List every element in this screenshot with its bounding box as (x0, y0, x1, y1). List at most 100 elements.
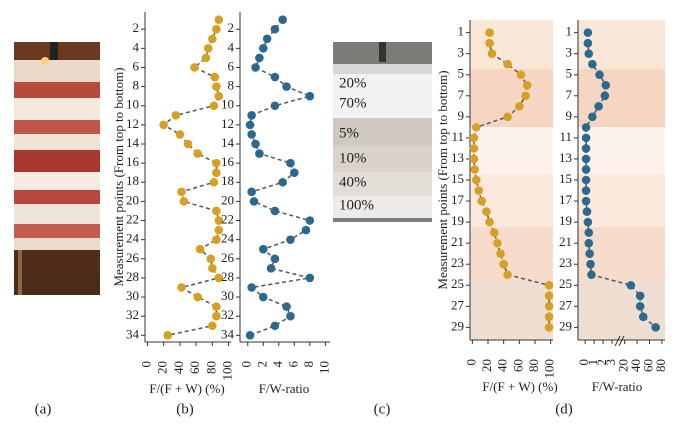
y-tick-label: 16 (126, 154, 140, 169)
data-point (581, 144, 591, 153)
y-tick-label: 25 (559, 276, 572, 291)
data-point (544, 280, 554, 290)
x-tick-label: 0 (463, 359, 478, 366)
data-point (581, 165, 591, 174)
y-tick-label: 32 (221, 307, 234, 322)
y-tick-label: 1 (458, 24, 465, 39)
data-point (290, 168, 299, 177)
y-tick-label: 16 (221, 154, 235, 169)
y-tick-label: 22 (126, 212, 139, 227)
data-point (485, 38, 494, 48)
data-point (544, 323, 554, 332)
y-tick-label: 11 (451, 129, 464, 144)
data-point (183, 139, 193, 149)
data-point (588, 112, 597, 122)
y-tick-label: 5 (566, 66, 573, 81)
y-tick-label: 20 (126, 192, 139, 207)
x-tick-label: 8 (301, 361, 316, 368)
data-point (262, 34, 272, 44)
y-tick-label: 7 (566, 87, 573, 102)
y-tick-label: 6 (228, 58, 235, 73)
data-point (193, 292, 203, 302)
data-point (515, 102, 524, 111)
data-point (171, 111, 181, 120)
y-tick-label: 1 (566, 24, 573, 39)
y-tick-label: 19 (559, 213, 572, 228)
data-point (584, 228, 594, 237)
x-tick-label: 2 (594, 359, 609, 366)
y-tick-label: 29 (559, 318, 572, 333)
x-tick-label: 20 (155, 361, 170, 374)
data-point (474, 186, 483, 195)
data-point (286, 311, 295, 321)
data-point (601, 80, 611, 90)
data-point (206, 254, 216, 264)
y-tick-label: 8 (133, 78, 140, 93)
y-tick-label: 17 (559, 192, 573, 207)
x-axis-label: F/(F + W) (%) (149, 381, 224, 396)
y-tick-label: 13 (451, 150, 464, 165)
data-point (286, 235, 295, 244)
y-tick-label: 20 (221, 192, 234, 207)
data-point (258, 44, 268, 53)
photo-label: 5% (339, 125, 359, 141)
photo-a (14, 42, 100, 295)
data-point (177, 187, 186, 197)
x-tick-label: 0 (138, 361, 153, 368)
data-point (471, 175, 481, 185)
y-tick-label: 25 (451, 276, 464, 291)
data-point (193, 149, 203, 158)
data-point (581, 133, 591, 143)
y-tick-label: 26 (221, 250, 235, 265)
y-tick-label: 2 (133, 20, 140, 35)
y-tick-label: 8 (228, 78, 235, 93)
data-point (247, 283, 256, 292)
data-point (516, 70, 526, 80)
data-point (583, 38, 593, 48)
x-axis-label: F/W-ratio (592, 379, 643, 394)
data-point (209, 177, 219, 187)
data-point (247, 187, 256, 197)
x-tick-label: 100 (542, 359, 557, 379)
y-tick-label: 24 (221, 231, 235, 246)
y-tick-label: 30 (221, 288, 234, 303)
y-tick-label: 27 (559, 297, 573, 312)
x-tick-label: 1 (585, 359, 600, 366)
data-point (270, 24, 280, 34)
data-point (600, 91, 610, 101)
data-point (214, 15, 224, 24)
data-point (487, 49, 497, 58)
data-point (496, 249, 505, 258)
data-point (179, 197, 189, 206)
data-point (270, 254, 280, 264)
data-point (544, 302, 554, 311)
data-point (305, 216, 315, 225)
data-point (594, 102, 603, 111)
data-point (247, 111, 256, 120)
y-axis-label: Measurement points (From top to bottom) (435, 70, 450, 289)
data-point (210, 72, 220, 82)
x-tick-label: 4 (270, 361, 285, 368)
data-point (477, 196, 487, 206)
y-tick-label: 29 (451, 318, 464, 333)
data-point (212, 24, 221, 34)
data-point (195, 244, 205, 254)
photo-label: 10% (339, 150, 367, 166)
y-tick-label: 3 (566, 45, 573, 60)
y-tick-label: 6 (133, 58, 140, 73)
data-point (190, 63, 199, 72)
band-background (470, 20, 665, 340)
data-point (584, 49, 594, 58)
data-point (581, 196, 591, 206)
y-tick-label: 13 (559, 150, 572, 165)
data-point (595, 70, 604, 80)
data-point (469, 154, 479, 164)
panel-label: (d) (555, 401, 573, 417)
data-point (485, 28, 494, 37)
data-point (651, 323, 660, 332)
data-point (581, 154, 591, 164)
photo-label: 70% (339, 95, 367, 111)
data-point (258, 244, 268, 254)
data-point (201, 53, 211, 63)
photo-c (333, 42, 432, 222)
